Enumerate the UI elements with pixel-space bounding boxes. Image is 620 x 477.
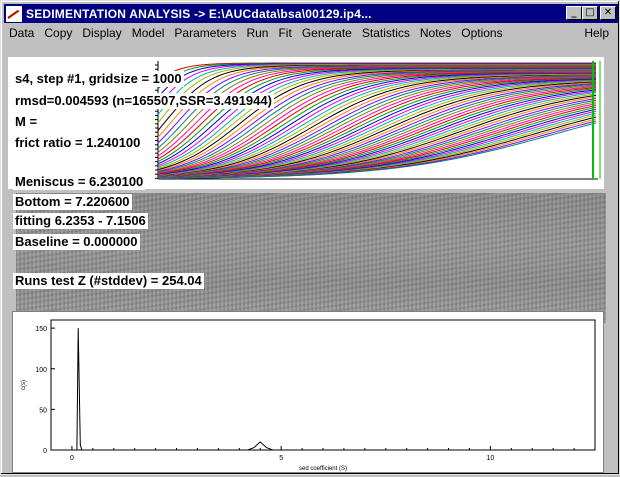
scan-curve — [157, 73, 596, 176]
x-tick-label: 0 — [70, 455, 74, 462]
scan-curve — [157, 78, 597, 178]
scan-curve — [157, 73, 596, 176]
info-mass: M = — [13, 114, 40, 130]
y-tick-label: 50 — [39, 407, 47, 414]
x-tick-label: 5 — [279, 455, 283, 462]
maximize-button[interactable]: □ — [582, 6, 598, 20]
menu-parameters[interactable]: Parameters — [174, 26, 237, 40]
y-tick-label: 0 — [43, 448, 47, 455]
scan-curve — [157, 75, 597, 177]
minimize-button[interactable]: _ — [566, 6, 582, 20]
scan-curve — [157, 122, 597, 179]
menu-statistics[interactable]: Statistics — [361, 26, 410, 40]
scan-curve — [157, 70, 596, 171]
menu-notes[interactable]: Notes — [419, 26, 452, 40]
plot-frame — [50, 319, 596, 451]
x-tick-label: 10 — [486, 455, 494, 462]
window-controls: _ □ ✕ — [566, 6, 616, 20]
title-bar[interactable]: SEDIMENTATION ANALYSIS -> E:\AUCdata\bsa… — [4, 4, 618, 23]
app-icon — [6, 5, 22, 22]
menu-options[interactable]: Options — [461, 26, 503, 40]
distribution-plot[interactable]: 0 50 100 150 0 5 10 sed coefficient (S) c(s) — [12, 311, 604, 473]
info-step: s4, step #1, gridsize = 1000 — [13, 71, 184, 87]
y-tick-label: 100 — [35, 367, 47, 374]
distribution-chart: 0 50 100 150 0 5 10 sed coefficient (S) c(s) — [21, 319, 596, 472]
menu-bar: Data Copy Display Model Parameters Run F… — [4, 24, 618, 42]
scan-curves — [155, 61, 601, 180]
info-frict-ratio: frict ratio = 1.240100 — [13, 135, 143, 151]
close-button[interactable]: ✕ — [600, 6, 616, 20]
info-runs-test: Runs test Z (#stddev) = 254.04 — [13, 273, 204, 289]
menu-generate[interactable]: Generate — [301, 26, 352, 40]
info-rmsd: rmsd=0.004593 (n=165507,SSR=3.491944) — [13, 93, 274, 109]
info-fitting-range: fitting 6.2353 - 7.1506 — [13, 213, 148, 229]
scan-curve — [157, 75, 597, 177]
menu-model[interactable]: Model — [131, 26, 165, 40]
scan-curve — [157, 72, 596, 175]
menu-fit[interactable]: Fit — [278, 26, 292, 40]
y-axis-label: c(s) — [21, 380, 27, 390]
scan-curve — [157, 76, 596, 177]
scan-curve — [157, 74, 597, 176]
y-tick-label: 150 — [35, 326, 47, 333]
scan-data-plot[interactable] — [8, 57, 604, 189]
scan-curve — [157, 79, 597, 178]
scan-curve — [157, 78, 597, 178]
info-meniscus: Meniscus = 6.230100 — [13, 174, 146, 190]
cs-distribution-line — [71, 328, 587, 451]
scan-curve — [157, 74, 596, 177]
menu-run[interactable]: Run — [246, 26, 269, 40]
scan-curve — [157, 76, 597, 177]
scan-curve — [157, 77, 596, 178]
client-area: s4, step #1, gridsize = 1000 rmsd=0.0045… — [4, 43, 618, 473]
menu-data[interactable]: Data — [9, 26, 35, 40]
x-axis-label: sed coefficient (S) — [299, 466, 347, 472]
info-bottom: Bottom = 7.220600 — [13, 194, 132, 210]
menu-help[interactable]: Help — [584, 26, 609, 40]
menu-display[interactable]: Display — [82, 26, 122, 40]
info-baseline: Baseline = 0.000000 — [13, 234, 140, 250]
menu-copy[interactable]: Copy — [44, 26, 73, 40]
scan-curve — [157, 77, 597, 178]
window-title: SEDIMENTATION ANALYSIS -> E:\AUCdata\bsa… — [26, 6, 372, 21]
